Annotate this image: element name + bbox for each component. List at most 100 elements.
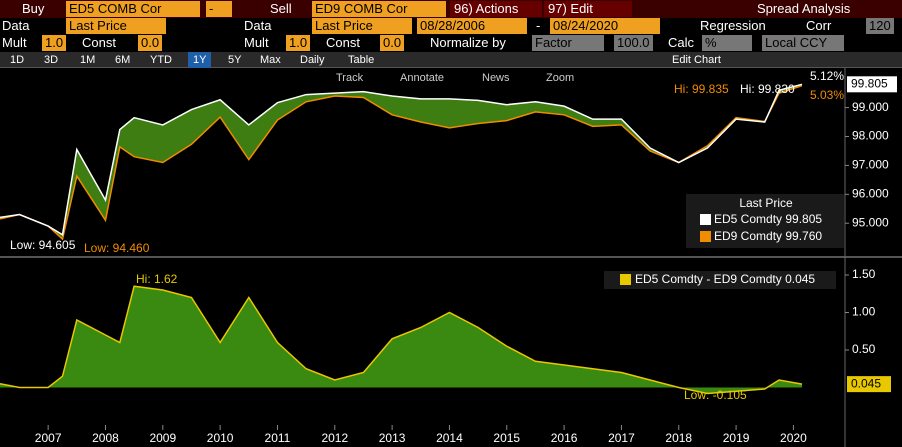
annotation: Low: -0.105 xyxy=(684,388,747,402)
field[interactable]: 1.0 xyxy=(42,35,67,51)
spread-fill xyxy=(0,84,803,240)
legend-box xyxy=(686,194,844,248)
page-title: Spread Analysis xyxy=(757,1,851,16)
label: Const xyxy=(326,35,360,50)
checkbox-label[interactable]: Regression xyxy=(700,18,766,33)
label: Buy xyxy=(22,1,45,16)
charts: 95.000 96.000 97.000 98.000 99.000 99.805 Last… xyxy=(0,68,902,447)
field[interactable]: 120 xyxy=(866,18,894,34)
pane-divider xyxy=(0,256,902,258)
security-field[interactable]: ED5 COMB Cor xyxy=(66,1,200,17)
period-button-active[interactable]: 1Y xyxy=(188,52,212,68)
frequency-dropdown[interactable]: Daily xyxy=(300,54,325,66)
field[interactable]: 0.0 xyxy=(380,35,405,51)
x-tick-label: 2018 xyxy=(665,431,692,445)
legend-swatch xyxy=(700,214,711,225)
checkbox-label[interactable]: Normalize by xyxy=(430,35,506,50)
y-tick-label: 1.00 xyxy=(852,305,876,319)
period-button[interactable]: 1M xyxy=(80,54,96,66)
label: - xyxy=(536,18,541,33)
period-button[interactable]: 1D xyxy=(10,54,25,66)
legend-swatch xyxy=(620,274,631,285)
x-tick-label: 2015 xyxy=(493,431,520,445)
legend-name: ED5 Comdty xyxy=(714,212,782,226)
table-button[interactable]: Table xyxy=(348,54,375,66)
legend-entry: ED5 Comdty 99.805 xyxy=(714,212,822,226)
x-tick-label: 2011 xyxy=(265,431,291,445)
period-button[interactable]: 6M xyxy=(115,54,131,66)
period-button[interactable]: Max xyxy=(260,54,281,66)
annotation: Hi: 1.62 xyxy=(136,272,178,286)
x-tick-label: 2010 xyxy=(207,431,234,445)
label: Const xyxy=(82,35,116,50)
checkbox-label[interactable]: Corr xyxy=(806,18,832,33)
annotation: Low: 94.605 xyxy=(10,238,76,252)
y-tick-label: 97.000 xyxy=(852,158,889,172)
period-bar xyxy=(0,52,902,67)
last-value-label: 0.045 xyxy=(851,376,881,390)
last-value-label: 99.805 xyxy=(851,76,888,90)
period-button[interactable]: 5Y xyxy=(228,54,242,66)
x-tick-label: 2016 xyxy=(551,431,578,445)
divider xyxy=(0,67,902,68)
edit-chart-button[interactable]: Edit Chart xyxy=(672,54,721,66)
y-tick-label: 96.000 xyxy=(852,186,889,200)
legend-name: ED5 Comdty - ED9 Comdty xyxy=(635,272,782,286)
tool-button[interactable]: Zoom xyxy=(546,72,575,84)
legend-swatch xyxy=(700,231,711,242)
menu-button[interactable]: 97) Edit xyxy=(544,1,632,17)
field[interactable]: 100.0 xyxy=(614,35,653,51)
tool-button[interactable]: News xyxy=(482,72,510,84)
date-field[interactable]: 08/24/2020 xyxy=(550,18,660,34)
legend-value: 99.805 xyxy=(785,212,822,226)
y-tick-label: 1.50 xyxy=(852,267,876,281)
field[interactable]: 0.0 xyxy=(138,35,163,51)
spread-line xyxy=(0,285,803,395)
security-field[interactable]: ED9 COMB Cor xyxy=(312,1,446,17)
annotation: Low: 94.460 xyxy=(84,241,150,255)
dropdown[interactable]: % xyxy=(702,35,752,51)
y-tick-label: 0.50 xyxy=(852,342,876,356)
annotation: Hi: 99.830 xyxy=(740,82,795,96)
tool-button[interactable]: Track xyxy=(336,72,364,84)
date-field[interactable]: 08/28/2006 xyxy=(417,18,527,34)
last-value-box xyxy=(847,376,891,393)
x-tick-label: 2019 xyxy=(723,431,750,445)
legend-value: 99.760 xyxy=(785,229,822,243)
field[interactable]: 1.0 xyxy=(286,35,311,51)
label: Mult xyxy=(244,35,269,50)
y-tick-label: 98.000 xyxy=(852,129,889,143)
dropdown[interactable]: Last Price xyxy=(66,18,166,34)
menu-button[interactable]: 96) Actions xyxy=(450,1,542,17)
x-tick-label: 2017 xyxy=(608,431,635,445)
y-tick-label: 95.000 xyxy=(852,215,889,229)
legend-box xyxy=(604,271,836,289)
legend-name: ED9 Comdty xyxy=(714,229,782,243)
x-tick-label: 2007 xyxy=(35,431,62,445)
x-tick-label: 2008 xyxy=(92,431,119,445)
x-tick-label: 2013 xyxy=(379,431,406,445)
price-line xyxy=(0,83,803,236)
legend-title: Last Price xyxy=(739,196,793,210)
period-button[interactable]: YTD xyxy=(150,54,172,66)
x-tick-label: 2009 xyxy=(149,431,176,445)
annotation: 5.03% xyxy=(810,88,844,102)
x-tick-label: 2014 xyxy=(436,431,463,445)
label: Calc xyxy=(668,35,695,50)
dropdown[interactable]: Last Price xyxy=(312,18,412,34)
legend-entry: ED5 Comdty - ED9 Comdty 0.045 xyxy=(635,272,815,286)
x-tick-label: 2012 xyxy=(321,431,348,445)
tool-button[interactable]: Annotate xyxy=(400,72,445,84)
label: Data xyxy=(2,18,30,33)
period-button[interactable]: 3D xyxy=(44,54,59,66)
label: Sell xyxy=(270,1,292,16)
legend-value: 0.045 xyxy=(785,272,815,286)
dropdown[interactable]: Local CCY xyxy=(762,35,844,51)
annotation: 5.12% xyxy=(810,69,844,83)
operator[interactable]: - xyxy=(206,1,232,17)
dropdown[interactable]: Factor xyxy=(532,35,604,51)
x-tick-label: 2020 xyxy=(780,431,807,445)
annotation: Hi: 99.835 xyxy=(674,82,729,96)
y-tick-label: 99.000 xyxy=(852,100,889,114)
label: Data xyxy=(244,18,272,33)
